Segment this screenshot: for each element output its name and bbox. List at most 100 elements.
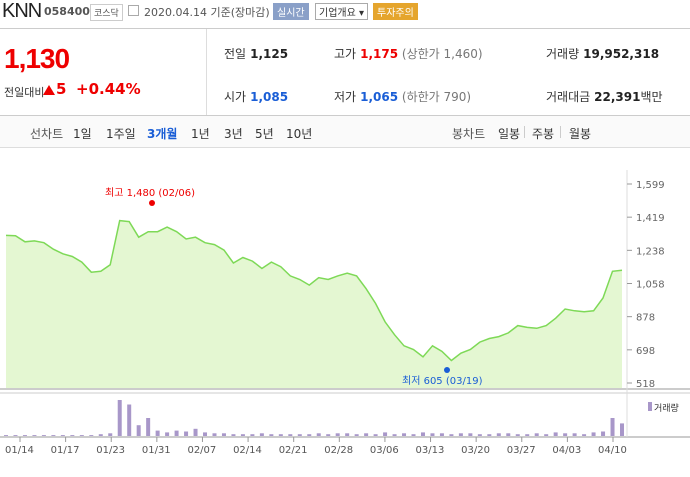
up-arrow-icon xyxy=(43,85,55,95)
volume-bar xyxy=(297,434,302,436)
open-label: 시가 xyxy=(224,90,247,104)
volume-bar xyxy=(203,432,208,436)
y-tick-label: 1,058 xyxy=(636,280,665,291)
volume-bar xyxy=(354,434,359,436)
volume-bar xyxy=(231,434,236,436)
realtime-button[interactable]: 실시간 xyxy=(273,3,309,20)
x-tick-label: 03/27 xyxy=(507,445,536,456)
volume: 거래량 19,952,318 xyxy=(546,45,659,62)
volume-bar xyxy=(174,430,179,436)
volume-bar xyxy=(449,434,454,436)
corp-info-dropdown[interactable]: 기업개요 ▾ xyxy=(315,3,368,20)
volume-bar xyxy=(591,432,596,436)
period-3m[interactable]: 3개월 xyxy=(147,127,178,141)
period-1d[interactable]: 1일 xyxy=(73,127,92,141)
amount-value: 22,391 xyxy=(594,90,641,104)
volume-bar xyxy=(572,433,577,436)
calendar-icon xyxy=(128,5,139,16)
volume-bar xyxy=(70,435,75,436)
volume-value: 19,952,318 xyxy=(583,47,660,61)
period-1w[interactable]: 1주일 xyxy=(106,127,136,141)
y-tick-label: 878 xyxy=(636,313,655,324)
candle-daily[interactable]: 일봉 xyxy=(498,127,521,141)
period-10y[interactable]: 10년 xyxy=(286,127,313,141)
price-area xyxy=(6,220,622,388)
period-5y[interactable]: 5년 xyxy=(255,127,274,141)
volume-bar xyxy=(316,433,321,436)
volume-bar xyxy=(127,404,132,436)
amount-unit: 백만 xyxy=(640,90,663,104)
upper-limit: (상한가 1,460) xyxy=(401,47,483,61)
volume-bar xyxy=(477,434,482,436)
volume-bar xyxy=(468,433,473,436)
y-tick-label: 1,599 xyxy=(636,180,665,191)
low-value: 1,065 xyxy=(360,90,399,104)
lower-limit: (하한가 790) xyxy=(401,90,472,104)
volume-bar xyxy=(610,418,615,436)
change-label: 전일대비 xyxy=(4,86,45,99)
open-price: 시가 1,085 xyxy=(224,88,288,105)
min-marker xyxy=(444,367,450,373)
volume-bar xyxy=(108,433,113,436)
x-tick-label: 02/21 xyxy=(279,445,308,456)
period-1y[interactable]: 1년 xyxy=(191,127,210,141)
prev-close: 전일 1,125 xyxy=(224,45,288,62)
max-marker xyxy=(149,200,155,206)
volume-bar xyxy=(496,433,501,436)
trade-amount: 거래대금 22,391백만 xyxy=(546,88,663,105)
candle-chart-label: 봉차트 xyxy=(452,127,486,141)
candle-monthly[interactable]: 월봉 xyxy=(569,127,592,141)
volume-bar xyxy=(487,434,492,436)
low-label: 저가 xyxy=(334,90,357,104)
volume-bar xyxy=(193,428,198,436)
open-value: 1,085 xyxy=(250,90,289,104)
volume-bar xyxy=(364,433,369,436)
volume-bar xyxy=(326,434,331,436)
volume-bar xyxy=(22,435,27,436)
volume-bar xyxy=(98,434,103,436)
volume-bar xyxy=(146,418,151,436)
period-3y[interactable]: 3년 xyxy=(224,127,243,141)
summary-divider xyxy=(206,29,207,115)
volume-bar xyxy=(402,433,407,436)
volume-bar xyxy=(411,434,416,436)
volume-bar xyxy=(250,434,255,436)
volume-bar xyxy=(136,425,141,436)
base-date: 2020.04.14 기준(장마감) xyxy=(144,6,270,19)
volume-bar xyxy=(534,433,539,436)
high-label: 고가 xyxy=(334,47,357,61)
x-tick-label: 01/23 xyxy=(96,445,125,456)
volume-bar xyxy=(51,435,56,436)
volume-bar xyxy=(79,435,84,436)
volume-bar xyxy=(60,435,65,436)
volume-bar xyxy=(240,434,245,436)
prev-value: 1,125 xyxy=(250,47,289,61)
x-tick-label: 02/07 xyxy=(187,445,216,456)
volume-bar xyxy=(582,434,587,436)
volume-bar xyxy=(420,432,425,436)
volume-bar xyxy=(439,433,444,436)
volume-label: 거래량 xyxy=(546,47,580,61)
volume-bar xyxy=(307,434,312,436)
price-chart[interactable]: 1,599 1,419 1,238 1,058 878 698 518 최고 1,480 (0… xyxy=(0,150,690,477)
volume-bar xyxy=(544,434,549,436)
x-tick-label: 03/06 xyxy=(370,445,399,456)
change-percent: +0.44% xyxy=(76,80,141,98)
stock-name: KNN xyxy=(2,0,42,22)
y-tick-label: 698 xyxy=(636,346,655,357)
volume-bar xyxy=(430,433,435,436)
x-tick-label: 02/14 xyxy=(233,445,262,456)
stock-code: 058400 xyxy=(44,5,90,18)
y-tick-label: 1,238 xyxy=(636,246,665,257)
volume-bar xyxy=(345,433,350,436)
volume-bar xyxy=(259,433,264,436)
volume-legend-label: 거래량 xyxy=(654,402,679,414)
max-label: 최고 1,480 (02/06) xyxy=(105,187,195,199)
y-tick-label: 1,419 xyxy=(636,213,665,224)
candle-weekly[interactable]: 주봉 xyxy=(532,127,555,141)
price-summary: 1,130 전일대비 5 +0.44% 전일 1,125 고가 1,175 (상한가… xyxy=(0,28,690,116)
low-price: 저가 1,065 (하한가 790) xyxy=(334,88,471,105)
x-tick-label: 01/14 xyxy=(5,445,34,456)
volume-bar xyxy=(458,433,463,436)
amount-label: 거래대금 xyxy=(546,90,591,104)
